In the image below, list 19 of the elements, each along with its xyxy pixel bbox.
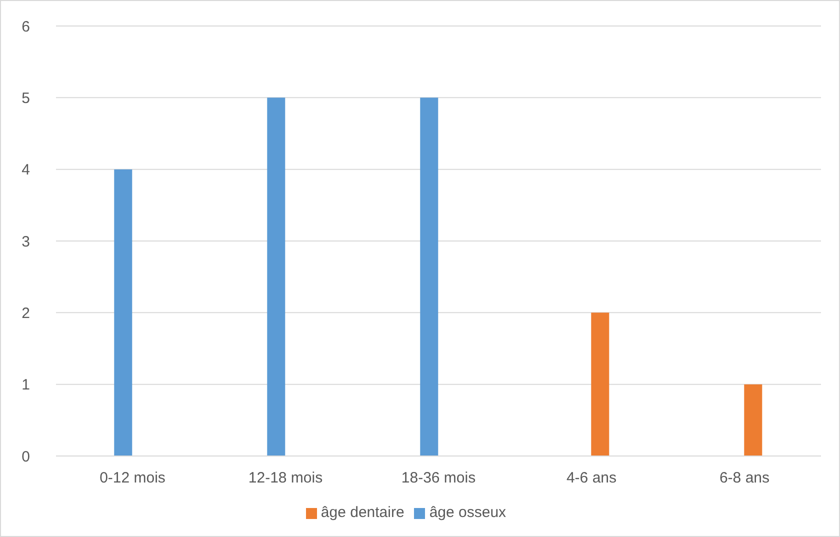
x-tick-label: 4-6 ans (566, 470, 617, 487)
y-tick-label: 0 (22, 448, 30, 466)
x-tick-label: 12-18 mois (248, 470, 323, 487)
y-tick-label: 1 (22, 376, 30, 394)
bar (744, 384, 762, 456)
legend-label: âge dentaire (320, 504, 404, 521)
bar (591, 312, 610, 456)
bar (267, 98, 286, 456)
bar (114, 169, 132, 456)
y-tick-label: 5 (22, 90, 30, 107)
x-tick-label: 18-36 mois (401, 470, 476, 487)
y-tick-label: 4 (22, 162, 30, 179)
y-tick-label: 2 (22, 304, 30, 322)
legend-label: âge osseux (429, 504, 506, 521)
y-tick-label: 3 (22, 233, 30, 250)
y-tick-label: 6 (22, 18, 30, 36)
x-tick-label: 6-8 ans (719, 470, 770, 487)
bar (420, 98, 438, 456)
x-tick-label: 0-12 mois (100, 470, 166, 487)
